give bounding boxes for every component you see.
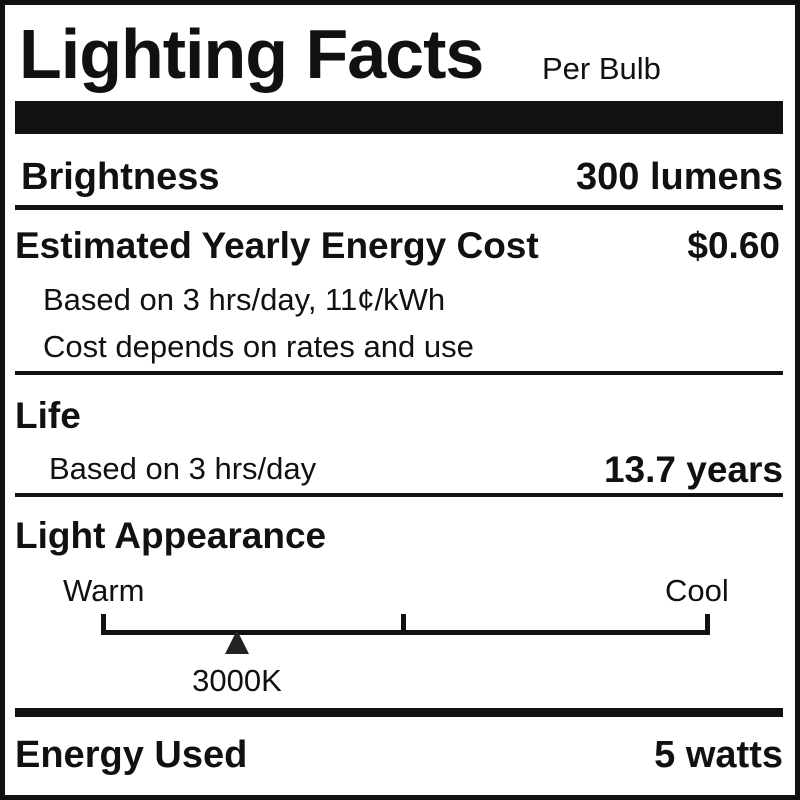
energy-label: Energy Used <box>15 734 248 776</box>
scale-tick-cool <box>705 614 710 635</box>
brightness-value: 300 lumens <box>576 156 783 198</box>
cost-note-rate: Based on 3 hrs/day, 11¢/kWh <box>43 282 446 317</box>
divider <box>15 371 783 375</box>
warm-label: Warm <box>63 573 145 608</box>
energy-value: 5 watts <box>654 734 783 776</box>
life-value: 13.7 years <box>603 449 783 490</box>
cool-label: Cool <box>665 573 729 608</box>
brightness-label: Brightness <box>21 156 220 198</box>
divider <box>15 205 783 210</box>
thick-header-bar <box>15 101 783 134</box>
label-title: Lighting Facts <box>19 15 484 93</box>
color-temperature-value: 3000K <box>192 663 282 698</box>
label-subtitle: Per Bulb <box>542 51 661 86</box>
scale-tick-warm <box>101 614 106 635</box>
scale-tick-mid <box>401 614 406 635</box>
color-temperature-marker-icon <box>225 630 250 654</box>
thick-divider <box>15 708 783 717</box>
appearance-label: Light Appearance <box>15 515 327 556</box>
cost-label: Estimated Yearly Energy Cost <box>15 225 539 266</box>
divider <box>15 493 783 497</box>
cost-note-usage: Cost depends on rates and use <box>43 329 474 364</box>
life-label: Life <box>15 395 81 436</box>
cost-value: $0.60 <box>687 225 780 266</box>
life-note: Based on 3 hrs/day <box>49 451 317 486</box>
